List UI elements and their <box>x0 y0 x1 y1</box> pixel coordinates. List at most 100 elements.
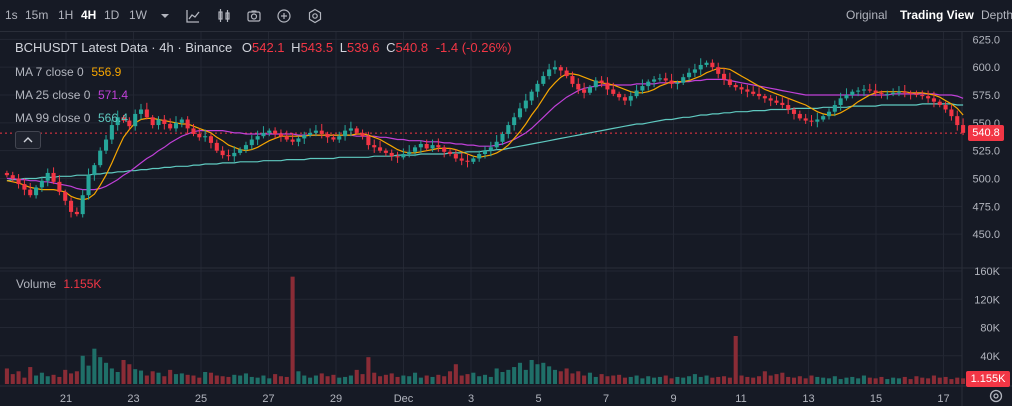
collapse-legend-button[interactable] <box>15 131 41 149</box>
volume-bar <box>63 369 68 384</box>
volume-bar <box>861 375 867 384</box>
close-label: C <box>386 40 396 55</box>
volume-bar <box>937 377 942 384</box>
volume-bar <box>220 376 225 384</box>
volume-bar <box>710 377 715 384</box>
volume-bar <box>109 368 114 384</box>
candle-body <box>115 117 120 126</box>
volume-bar <box>628 376 633 384</box>
candle-body <box>179 119 184 123</box>
candle-body <box>488 147 493 151</box>
plus-circle-icon[interactable] <box>274 6 294 26</box>
candle-body <box>745 89 750 92</box>
view-original[interactable]: Original <box>846 8 888 22</box>
candle-body <box>168 123 173 129</box>
volume-bar <box>238 375 243 384</box>
volume-bar <box>669 378 674 384</box>
timeframe-1d[interactable]: 1D <box>104 8 120 22</box>
candle-body <box>879 92 884 94</box>
candle-body <box>733 84 738 88</box>
volume-bar <box>360 374 365 384</box>
settings-hex-icon[interactable] <box>305 6 325 26</box>
chevron-up-icon <box>23 137 33 143</box>
candle-body <box>284 136 289 140</box>
candle-body <box>127 120 132 127</box>
volume-bar <box>494 368 499 384</box>
candle-body <box>657 78 662 80</box>
candle-body <box>856 90 861 92</box>
camera-icon[interactable] <box>244 6 264 26</box>
volume-bar <box>756 376 762 384</box>
volume-bar <box>541 362 546 384</box>
volume-bar <box>826 378 832 384</box>
volume-bar <box>570 373 575 384</box>
volume-bar <box>873 378 878 384</box>
chevron-down-icon[interactable] <box>155 6 175 26</box>
candle-body <box>162 119 167 124</box>
timeframe-1w[interactable]: 1W <box>129 8 147 22</box>
volume-bar <box>582 375 587 384</box>
low-value: 539.6 <box>346 40 380 55</box>
candle-body <box>69 200 74 212</box>
timeframe-1s[interactable]: 1s <box>5 8 18 22</box>
volume-bar <box>418 377 423 384</box>
volume-bar <box>961 378 966 384</box>
volume-tick-label: 80K <box>980 323 1000 335</box>
volume-bar <box>506 369 511 384</box>
volume-bar <box>278 376 283 384</box>
volume-bar <box>733 335 738 384</box>
time-tick-label: 29 <box>330 393 342 405</box>
volume-bar <box>39 372 44 384</box>
volume-bar <box>786 376 791 384</box>
volume-bar <box>529 359 534 384</box>
volume-bar <box>698 376 703 384</box>
candles-icon[interactable] <box>214 6 234 26</box>
volume-bar <box>535 364 540 384</box>
candle-body <box>389 152 394 157</box>
volume-bar <box>86 365 91 384</box>
volume-bar <box>856 378 861 384</box>
volume-bar <box>366 357 371 384</box>
candle-body <box>109 125 114 140</box>
candle-body <box>850 91 855 96</box>
candle-body <box>716 67 721 74</box>
candle-body <box>780 102 785 106</box>
volume-bar <box>768 375 773 384</box>
timeframe-15m[interactable]: 15m <box>25 8 49 22</box>
timeframe-4h[interactable]: 4H <box>81 8 97 22</box>
candle-body <box>45 172 50 181</box>
volume-tick-label: 120K <box>974 294 1000 306</box>
volume-bar <box>430 376 435 384</box>
volume-bar <box>115 371 120 384</box>
candle-body <box>751 91 756 94</box>
volume-bar <box>243 373 248 384</box>
candle-body <box>63 191 68 201</box>
candle-body <box>4 172 9 176</box>
view-trading-view[interactable]: Trading View <box>900 8 974 22</box>
high-value: 543.5 <box>300 40 334 55</box>
candle-body <box>558 67 563 71</box>
volume-bar <box>331 374 336 384</box>
volume-bar <box>22 377 27 384</box>
volume-legend: Volume 1.155K <box>16 277 101 291</box>
volume-bar <box>325 376 330 384</box>
view-depth[interactable]: Depth <box>981 8 1012 22</box>
candle-body <box>203 136 208 138</box>
price-chart[interactable]: 625.0 600.0 575.0 550.0 525.0 500.0 475.0 450.0… <box>0 32 1012 406</box>
candle-body <box>605 82 610 90</box>
volume-bar <box>412 372 418 384</box>
candle-body <box>10 175 15 179</box>
indicator-chart-icon[interactable] <box>183 6 203 26</box>
volume-bar <box>354 369 359 384</box>
candle-body <box>628 96 633 101</box>
volume-bar <box>453 364 458 384</box>
ma25-label: MA 25 close 0 <box>15 88 91 102</box>
timeframe-1h[interactable]: 1H <box>58 8 74 22</box>
last-price-badge: 540.8 <box>968 125 1004 142</box>
candle-body <box>465 160 470 162</box>
price-tick-label: 575.0 <box>972 90 1000 102</box>
volume-bar <box>57 376 62 384</box>
volume-bar <box>80 355 85 384</box>
volume-bar <box>617 374 622 384</box>
chart-settings-gear-icon[interactable] <box>988 388 1004 404</box>
